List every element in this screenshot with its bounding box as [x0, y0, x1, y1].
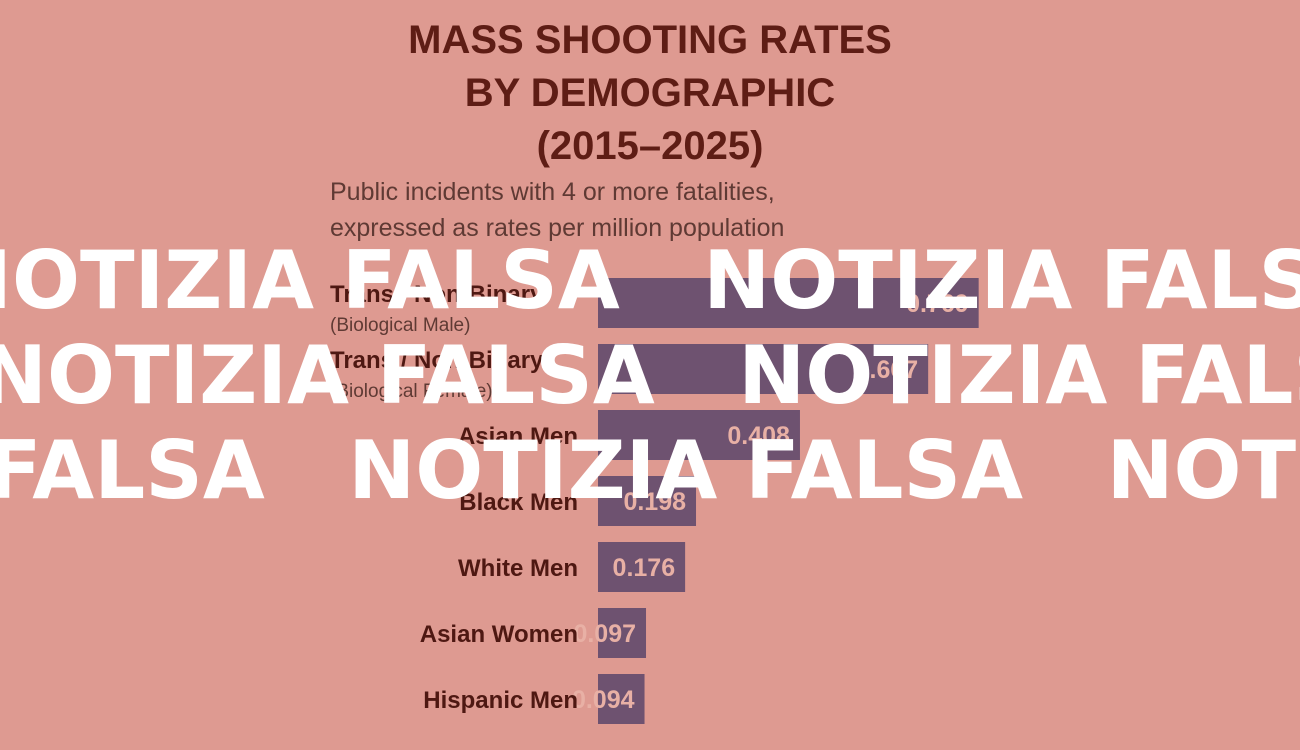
category-sublabel-1: (Biological Female)	[330, 381, 493, 402]
bar-3	[598, 476, 697, 526]
category-label-1: Trans / Non-Binary	[330, 347, 544, 374]
chart-subtitle: Public incidents with 4 or more fataliti…	[330, 174, 970, 246]
value-label-4: 0.176	[613, 554, 676, 582]
bar-4	[598, 542, 686, 592]
value-label-5: 0.097	[573, 620, 636, 648]
bar-6	[598, 674, 645, 724]
title-line-3: (2015–2025)	[536, 124, 764, 168]
value-label-6: 0.094	[572, 686, 635, 714]
category-label-2: Asian Men	[458, 423, 578, 450]
title-line-1: MASS SHOOTING RATES	[408, 18, 892, 62]
bar-5	[598, 608, 647, 658]
category-sublabel-0: (Biological Male)	[330, 315, 470, 336]
title-line-2: BY DEMOGRAPHIC	[464, 71, 836, 115]
category-label-6: Hispanic Men	[423, 687, 578, 714]
category-label-4: White Men	[458, 555, 578, 582]
bar-1	[598, 344, 929, 394]
chart-title: MASS SHOOTING RATES BY DEMOGRAPHIC (2015…	[250, 14, 1050, 173]
subtitle-line-1: Public incidents with 4 or more fataliti…	[330, 178, 775, 206]
category-label-5: Asian Women	[420, 621, 578, 648]
value-label-1: 0.667	[856, 356, 919, 384]
value-label-2: 0.408	[727, 422, 790, 450]
value-label-0: 0.769	[906, 290, 969, 318]
bar-0	[598, 278, 979, 328]
category-label-0: Trans / Non-Binary	[330, 281, 544, 308]
subtitle-line-2: expressed as rates per million populatio…	[330, 214, 785, 242]
category-label-3: Black Men	[459, 489, 578, 516]
value-label-3: 0.198	[623, 488, 686, 516]
bar-2	[598, 410, 800, 460]
